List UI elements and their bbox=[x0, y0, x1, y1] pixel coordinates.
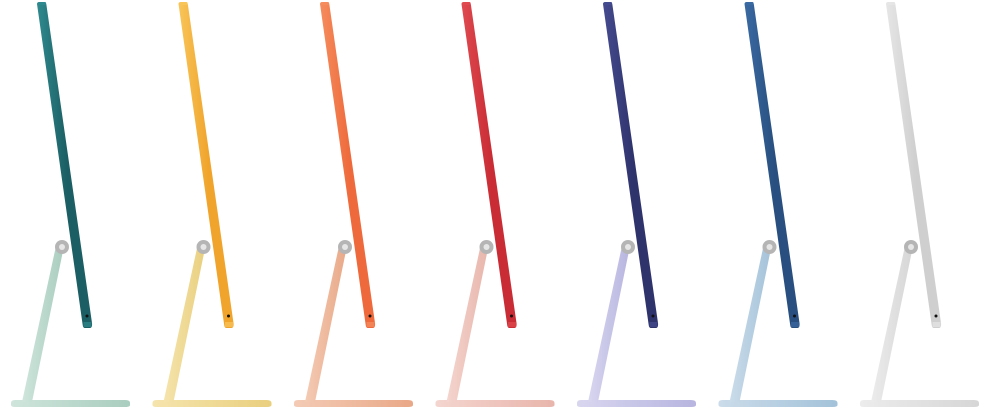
port-dot bbox=[651, 314, 655, 318]
display-panel bbox=[744, 2, 800, 328]
stand-base bbox=[860, 400, 979, 407]
display-panel bbox=[37, 2, 93, 328]
display-panel bbox=[886, 2, 942, 328]
port-dot bbox=[510, 314, 513, 318]
display-chin bbox=[83, 322, 92, 327]
display-top-edge bbox=[179, 2, 188, 5]
hinge-center bbox=[908, 244, 914, 250]
hinge-center bbox=[342, 244, 348, 250]
display-panel bbox=[178, 2, 234, 328]
display-chin bbox=[791, 322, 799, 327]
imac-silver bbox=[860, 2, 979, 407]
stand-base bbox=[435, 400, 555, 407]
stand-base bbox=[11, 400, 130, 407]
display-chin bbox=[932, 322, 941, 327]
display-top-edge bbox=[887, 2, 895, 5]
display-chin bbox=[508, 322, 516, 327]
imac-yellow bbox=[152, 2, 272, 407]
port-dot bbox=[368, 314, 372, 318]
stand-arm bbox=[729, 246, 772, 402]
stand-arm bbox=[446, 246, 489, 402]
imac-orange bbox=[294, 2, 413, 407]
imac-green bbox=[11, 2, 130, 407]
display-panel bbox=[461, 2, 517, 328]
imac-blue bbox=[718, 2, 838, 407]
stand-arm bbox=[588, 246, 630, 402]
display-chin bbox=[366, 322, 375, 327]
display-top-edge bbox=[604, 2, 612, 5]
display-top-edge bbox=[321, 2, 329, 5]
imac-pink bbox=[435, 2, 555, 407]
stand-arm bbox=[22, 246, 64, 402]
port-dot bbox=[793, 314, 796, 318]
hinge-center bbox=[59, 244, 65, 250]
port-dot bbox=[227, 314, 230, 318]
imac-units bbox=[11, 2, 979, 407]
display-top-edge bbox=[38, 2, 46, 5]
stand-base bbox=[577, 400, 696, 407]
stand-base bbox=[152, 400, 272, 407]
display-top-edge bbox=[745, 2, 754, 5]
port-dot bbox=[85, 314, 89, 318]
display-panel bbox=[320, 2, 376, 328]
stand-arm bbox=[871, 246, 913, 402]
display-panel bbox=[603, 2, 659, 328]
display-top-edge bbox=[462, 2, 471, 5]
imac-purple bbox=[577, 2, 696, 407]
hinge-center bbox=[483, 244, 490, 250]
stand-arm bbox=[305, 246, 347, 402]
port-dot bbox=[934, 314, 938, 318]
hinge-center bbox=[766, 244, 773, 250]
display-chin bbox=[649, 322, 658, 327]
stand-base bbox=[294, 400, 413, 407]
stand-base bbox=[718, 400, 838, 407]
display-chin bbox=[225, 322, 233, 327]
stand-arm bbox=[163, 246, 206, 402]
hinge-center bbox=[200, 244, 207, 250]
hinge-center bbox=[625, 244, 631, 250]
